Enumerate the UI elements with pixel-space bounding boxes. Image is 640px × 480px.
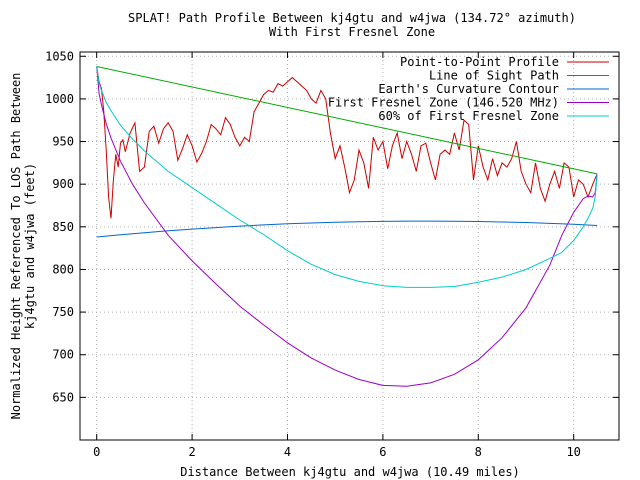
chart-subtitle: With First Fresnel Zone: [269, 25, 435, 39]
y-tick-label: 700: [52, 348, 74, 362]
y-tick-label: 650: [52, 390, 74, 404]
y-axis-label-line-1: Normalized Height Referenced To LOS Path…: [9, 73, 23, 420]
series-lines: [96, 66, 598, 387]
legend-label-earth-s-curvature-contour: Earth's Curvature Contour: [378, 82, 559, 96]
y-tick-label: 900: [52, 177, 74, 191]
y-tick-label: 1000: [45, 92, 74, 106]
axis-ticks: 650 700 750 800 850 900 950 1000 1050 0 2 4 6 8 10: [45, 49, 619, 459]
grid-lines: [80, 52, 619, 440]
x-tick-label: 10: [566, 445, 580, 459]
y-tick-label: 750: [52, 305, 74, 319]
x-tick-label: 6: [379, 445, 386, 459]
x-tick-label: 8: [475, 445, 482, 459]
x-axis-label: Distance Between kj4gtu and w4jwa (10.49…: [180, 465, 520, 479]
series-line-60-of-first-fresnel-zone: [96, 66, 598, 288]
plot-frame: [79, 51, 620, 441]
legend-label-60-of-first-fresnel-zone: 60% of First Fresnel Zone: [378, 109, 559, 123]
series-line-point-to-point-profile: [96, 66, 598, 219]
series-line-earth-s-curvature-contour: [96, 220, 598, 238]
chart-title: SPLAT! Path Profile Between kj4gtu and w…: [128, 11, 576, 25]
legend-label-line-of-sight-path: Line of Sight Path: [429, 69, 559, 83]
legend-label-point-to-point-profile: Point-to-Point Profile: [400, 55, 559, 69]
y-axis-label: Normalized Height Referenced To LOS Path…: [9, 73, 37, 420]
series-line-line-of-sight-path: [96, 66, 598, 175]
y-tick-label: 1050: [45, 49, 74, 63]
y-tick-label: 850: [52, 220, 74, 234]
y-axis-label-line-2: kj4gtu and w4jwa (feet): [23, 163, 37, 329]
x-tick-label: 4: [284, 445, 291, 459]
x-tick-label: 2: [188, 445, 195, 459]
legend-label-first-fresnel-zone-146-520-mhz: First Fresnel Zone (146.520 MHz): [328, 96, 559, 110]
series-line-first-fresnel-zone-146-520-mhz: [96, 66, 598, 387]
y-tick-label: 950: [52, 135, 74, 149]
x-tick-label: 0: [93, 445, 100, 459]
y-tick-label: 800: [52, 262, 74, 276]
